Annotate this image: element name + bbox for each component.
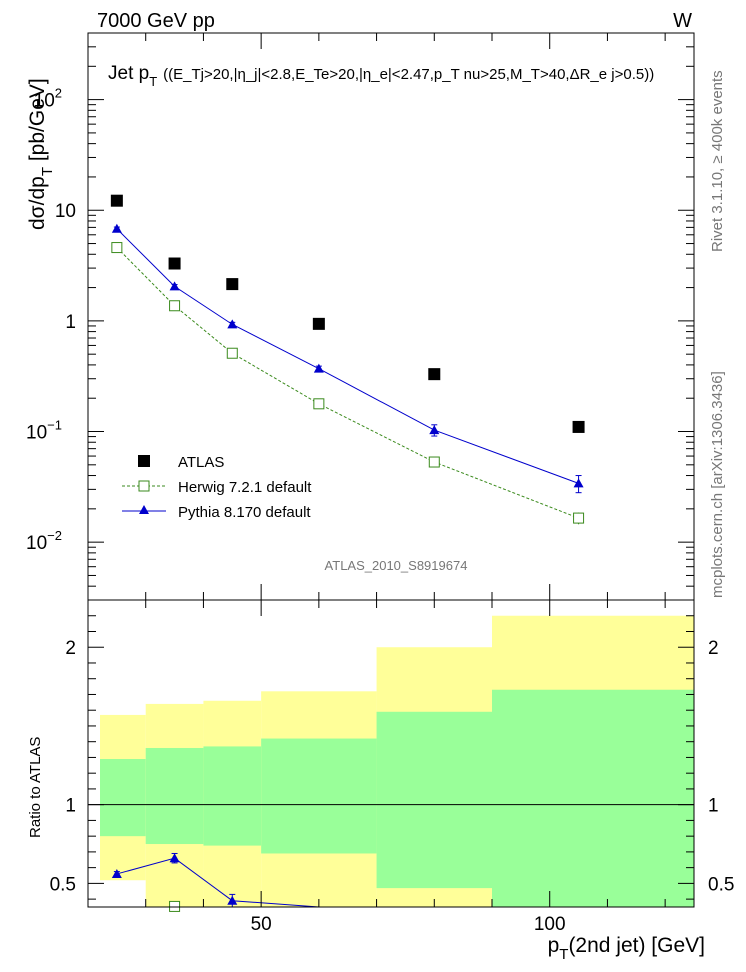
ratio-band-inner xyxy=(203,746,262,846)
y-tick-label-exp: −2 xyxy=(47,528,62,543)
y-tick-label: 1 xyxy=(65,312,76,333)
legend-marker-atlas xyxy=(138,455,150,467)
plot-title: Jet pT ((E_Tj>20,|η_j|<2.8,E_Te>20,|η_e|<… xyxy=(108,63,654,89)
x-axis-label-rest: (2nd jet) [GeV] xyxy=(568,934,705,957)
title-main: Jet p xyxy=(108,63,149,84)
ratio-band-inner xyxy=(145,747,204,845)
pythia-line xyxy=(116,228,579,484)
ratio-y-tick-label-right: 1 xyxy=(708,796,719,817)
y-axis-label-main: dσ/dp xyxy=(26,176,49,230)
x-axis-label-main: p xyxy=(548,934,560,957)
herwig-line xyxy=(116,247,579,519)
ratio-y-tick-label-right: 0.5 xyxy=(708,874,734,895)
ratio-y-tick-label-left: 1 xyxy=(65,796,76,817)
y-tick-label: 10−1 xyxy=(26,418,62,444)
herwig-point xyxy=(428,456,440,468)
ratio-x-tick-label: 50 xyxy=(251,914,272,935)
x-axis-label-sub: T xyxy=(559,946,568,963)
legend-marker-pythia xyxy=(139,505,149,514)
y-tick-label-base: 1 xyxy=(65,312,76,333)
pythia-point xyxy=(227,319,238,329)
y-tick-label-base: 10 xyxy=(55,201,76,222)
herwig-point xyxy=(111,242,123,254)
ratio-plot-frame xyxy=(87,599,695,908)
atlas-point xyxy=(168,257,181,270)
y-axis-label-unit: [pb/GeV] xyxy=(26,78,49,167)
y-tick-label: 10 xyxy=(55,201,76,222)
ratio-plot: 0.5 0.5 1 1 2 2 50 100 Ratio to ATLAS pT(2nd je… xyxy=(27,599,734,963)
atlas-point xyxy=(572,420,585,433)
source-label: mcplots.cern.ch [arXiv:1306.3436] xyxy=(709,371,726,598)
atlas-point xyxy=(226,278,239,291)
ratio-herwig-point xyxy=(169,900,181,912)
y-tick-label-base: 10 xyxy=(26,423,47,444)
ratio-y-tick-label-left: 2 xyxy=(65,638,76,659)
herwig-point xyxy=(573,512,585,524)
process-label: W xyxy=(673,10,692,32)
y-tick-label-exp: −1 xyxy=(47,418,62,433)
title-cuts: ((E_Tj>20,|η_j|<2.8,E_Te>20,|η_e|<2.47,p… xyxy=(163,66,654,83)
ratio-band-inner xyxy=(261,738,377,854)
atlas-point xyxy=(428,368,441,381)
ratio-x-tick-label: 100 xyxy=(534,914,566,935)
ratio-pythia-point xyxy=(169,853,180,863)
ratio-band-inner xyxy=(492,689,694,907)
ratio-y-axis-label: Ratio to ATLAS xyxy=(27,737,44,838)
y-tick-label-exp: 2 xyxy=(55,86,62,101)
y-axis-label: dσ/dpT [pb/GeV] xyxy=(26,78,56,230)
atlas-point xyxy=(110,194,123,207)
herwig-point xyxy=(313,398,325,410)
ratio-pythia-point xyxy=(111,868,122,878)
pythia-point xyxy=(313,363,324,373)
pythia-point xyxy=(573,478,584,488)
analysis-id: ATLAS_2010_S8919674 xyxy=(325,558,468,573)
atlas-point xyxy=(312,317,325,330)
legend-label-pythia: Pythia 8.170 default xyxy=(178,504,311,521)
energy-label: 7000 GeV pp xyxy=(97,10,215,32)
legend-label-atlas: ATLAS xyxy=(178,454,224,471)
title-sub: T xyxy=(149,74,157,89)
pythia-point xyxy=(429,425,440,435)
pythia-point xyxy=(169,281,180,291)
ratio-band-inner xyxy=(376,711,492,889)
ratio-pythia-point xyxy=(227,895,238,905)
ratio-band-inner xyxy=(100,759,146,837)
pythia-point xyxy=(111,223,122,233)
ratio-y-tick-label-left: 0.5 xyxy=(50,874,76,895)
herwig-point xyxy=(169,300,181,312)
herwig-point xyxy=(226,347,238,359)
x-axis-label: pT(2nd jet) [GeV] xyxy=(548,934,705,963)
y-tick-label-base: 10 xyxy=(26,533,47,554)
legend-marker-herwig xyxy=(138,480,150,492)
y-tick-label-base: 10 xyxy=(34,91,55,112)
y-axis-label-sub: T xyxy=(39,167,56,176)
y-tick-label: 102 xyxy=(34,86,62,112)
rivet-label: Rivet 3.1.10, ≥ 400k events xyxy=(709,70,726,252)
y-tick-label: 10−2 xyxy=(26,528,62,554)
legend-label-herwig: Herwig 7.2.1 default xyxy=(178,479,312,496)
legend: ATLAS Herwig 7.2.1 default Pythia 8.170 … xyxy=(122,454,312,521)
ratio-y-tick-label-right: 2 xyxy=(708,638,719,659)
